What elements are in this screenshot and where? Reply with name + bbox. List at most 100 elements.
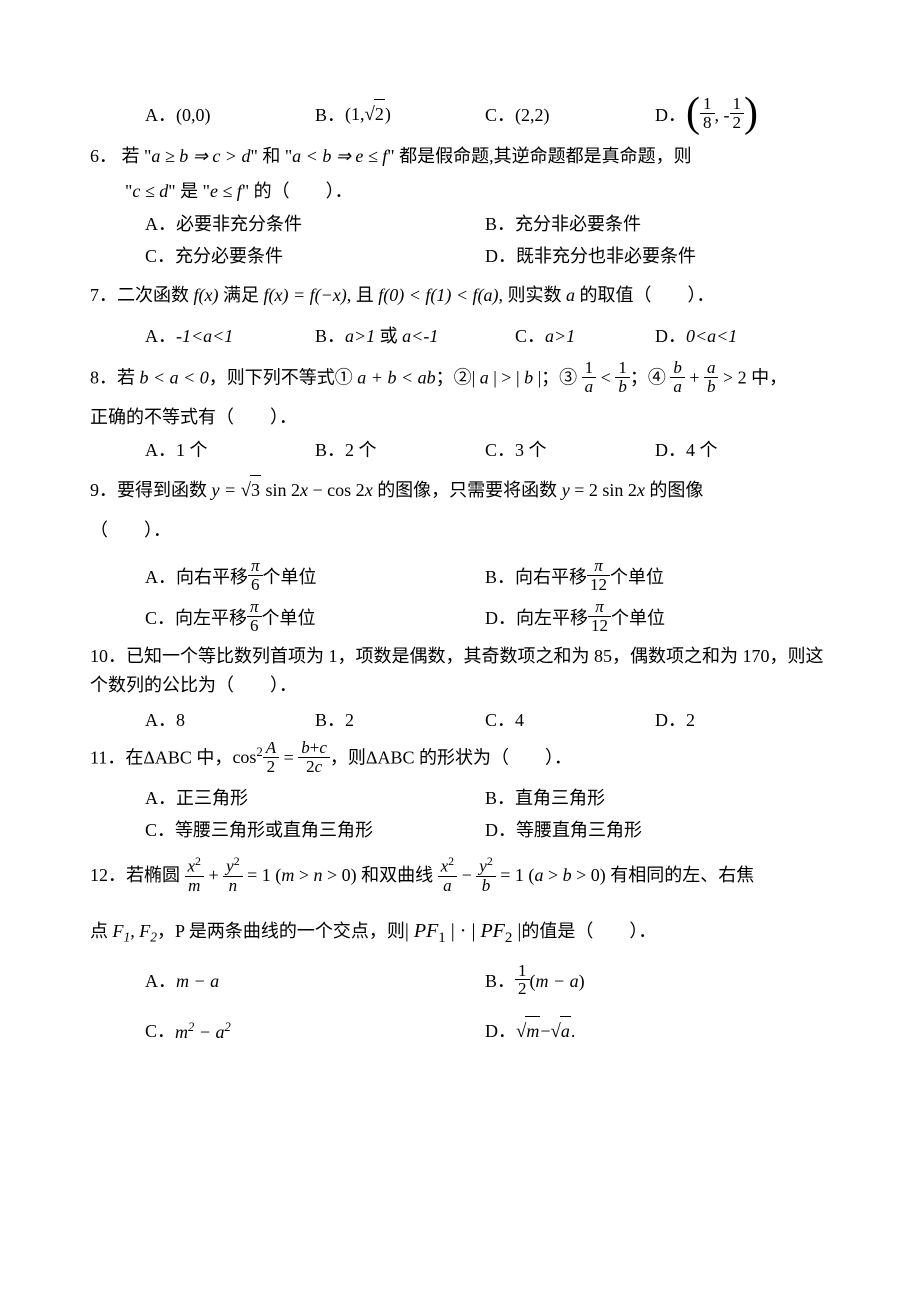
text: ． (153, 520, 171, 540)
math: a<-1 (402, 326, 438, 346)
text: ． (279, 407, 297, 427)
math: (0,0) (176, 101, 211, 130)
q6-opt-c: C．充分必要条件 (145, 242, 485, 271)
q7-opt-a: A．-1<a<1 (145, 322, 315, 351)
math: a>1 (545, 326, 575, 346)
opt-label: A． (145, 101, 176, 130)
q9-opt-c: C．向左平移π6个单位 (145, 600, 485, 637)
q9-opt-b: B．向右平移π12个单位 (485, 559, 825, 596)
text: 的图像，只需要将函数 (373, 480, 562, 500)
q-number: 7． (90, 285, 117, 305)
q6-options-2: C．充分必要条件 D．既非充分也非必要条件 (90, 242, 840, 271)
math: F1, F2 (113, 921, 158, 941)
text: A．向右平移 (145, 563, 248, 592)
q11-opt-c: C．等腰三角形或直角三角形 (145, 816, 485, 845)
q12-opt-a: A．m − a (145, 964, 485, 1001)
text: 的图像 (645, 480, 704, 500)
text: 有相同的左、右焦 (610, 865, 754, 885)
text: ． (697, 285, 715, 305)
q9-opt-a: A．向右平移π6个单位 (145, 559, 485, 596)
math: (2,2) (515, 101, 550, 130)
q6-opt-b: B．充分非必要条件 (485, 210, 825, 239)
answer-blank: （ ） (216, 675, 279, 695)
q5-options: A． (0,0) B． (1,2) C． (2,2) D． (18, -12) (90, 94, 840, 136)
text: " 是 " (168, 181, 210, 201)
q11-options-1: A．正三角形 B．直角三角形 (90, 784, 840, 813)
math: (1,2) (345, 99, 391, 130)
text: 个单位 (611, 604, 665, 633)
q7: 7．二次函数 f(x) 满足 f(x) = f(−x), 且 f(0) < f(… (90, 281, 840, 310)
text: 的取值 (575, 285, 634, 305)
exam-page: A． (0,0) B． (1,2) C． (2,2) D． (18, -12) … (0, 0, 920, 1300)
q10-opt-c: C．4 (485, 706, 655, 735)
q12-opt-d: D．m − a . (485, 1016, 825, 1047)
q5-opt-c: C． (2,2) (485, 94, 655, 136)
q10-opt-d: D．2 (655, 706, 825, 735)
math: f(0) < f(1) < f(a) (378, 285, 498, 305)
text: 个单位 (262, 604, 316, 633)
q8-opt-b: B．2 个 (315, 436, 485, 465)
math: f(x) = f(−x) (263, 285, 346, 305)
q9-options-2: C．向左平移π6个单位 D．向左平移π12个单位 (90, 600, 840, 637)
text: ． (554, 747, 572, 767)
text: 在ΔABC 中， (125, 747, 232, 767)
math: -1<a<1 (176, 326, 233, 346)
text: 正确的不等式有 (90, 407, 216, 427)
text: 或 (375, 326, 402, 346)
q-number: 10． (90, 646, 126, 666)
q9-options-1: A．向右平移π6个单位 B．向右平移π12个单位 (90, 559, 840, 596)
text: " 和 " (250, 146, 292, 166)
q9-blank-line: （ ）． (90, 516, 840, 545)
q7-options: A．-1<a<1 B．a>1 或 a<-1 C．a>1 D．0<a<1 (90, 322, 840, 351)
text: 满足 (218, 285, 263, 305)
text: D．向左平移 (485, 604, 588, 633)
math: m − a (176, 967, 219, 996)
q8-opt-c: C．3 个 (485, 436, 655, 465)
answer-blank: （ ） (575, 921, 638, 941)
text: " 都是假命题,其逆命题都是真命题，则 (387, 146, 691, 166)
math: a ≥ b ⇒ c > d (151, 146, 250, 166)
q-number: 8． (90, 367, 117, 387)
text: " 的 (242, 181, 272, 201)
text: 若 (117, 367, 140, 387)
text: ；② (436, 367, 472, 387)
opt-label: C． (515, 326, 545, 346)
math: m2 − a2 (175, 1017, 231, 1047)
text: ，则下列不等式① (209, 367, 358, 387)
opt-label: A． (145, 326, 176, 346)
answer-blank: （ ） (216, 407, 279, 427)
text: 点 (90, 921, 113, 941)
q7-opt-b: B．a>1 或 a<-1 (315, 322, 515, 351)
text: 已知一个等比数列首项为 1，项数是偶数，其奇数项之和为 85，偶数项之和为 17… (90, 646, 824, 695)
q9: 9．要得到函数 y = 3 sin 2x − cos 2x 的图像，只需要将函数… (90, 475, 840, 506)
opt-label: B． (485, 967, 515, 996)
q5-opt-a: A． (0,0) (145, 94, 315, 136)
math: y = (212, 480, 241, 500)
q6-line2: "c ≤ d" 是 "e ≤ f" 的（ ）． (90, 177, 840, 206)
answer-blank: （ ） (90, 520, 153, 540)
q6-opt-a: A．必要非充分条件 (145, 210, 485, 239)
q12-opt-c: C．m2 − a2 (145, 1016, 485, 1047)
q-number: 11． (90, 747, 125, 767)
q8-line2: 正确的不等式有（ ）． (90, 403, 840, 432)
q10-opt-a: A．8 (145, 706, 315, 735)
math: a + b < ab (357, 367, 435, 387)
math: | PF1 | · | PF2 | (405, 920, 522, 942)
q12-line2: 点 F1, F2，P 是两条曲线的一个交点，则| PF1 | · | PF2 |… (90, 915, 840, 950)
q10-opt-b: B．2 (315, 706, 485, 735)
text: 个单位 (263, 563, 317, 592)
q11: 11．在ΔABC 中，cos2A2 = b+c2c，则ΔABC 的形状为（ ）． (90, 741, 840, 778)
opt-label: A． (145, 967, 176, 996)
q8-options: A．1 个 B．2 个 C．3 个 D．4 个 (90, 436, 840, 465)
math: e ≤ f (210, 181, 242, 201)
q11-opt-d: D．等腰直角三角形 (485, 816, 825, 845)
math: a < b ⇒ e ≤ f (292, 146, 387, 166)
text: 若椭圆 (126, 865, 180, 885)
text: 和双曲线 (361, 865, 433, 885)
text: ． (279, 675, 297, 695)
math: 0<a<1 (686, 326, 737, 346)
q6-opt-d: D．既非充分也非必要条件 (485, 242, 825, 271)
text: 若 " (122, 146, 152, 166)
text: ． (638, 921, 656, 941)
text: , 且 (347, 285, 379, 305)
